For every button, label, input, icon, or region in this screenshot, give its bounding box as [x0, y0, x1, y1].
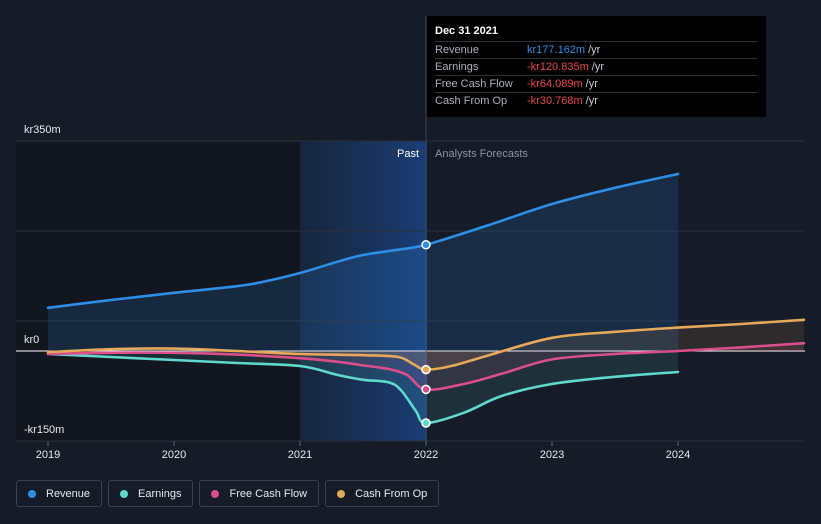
tooltip-row-value: -kr64.089m	[527, 78, 583, 90]
past-highlight-band	[300, 141, 427, 441]
legend-item-free-cash-flow[interactable]: Free Cash Flow	[199, 480, 320, 507]
legend-dot-icon	[211, 489, 220, 498]
y-axis-zero-label: kr0	[24, 334, 39, 346]
tooltip-row-unit: /yr	[585, 78, 598, 90]
revenue-highlight-point	[421, 240, 431, 250]
series-lines	[46, 172, 806, 425]
tooltip-row-name: Cash From Op	[435, 95, 508, 107]
cash-from-op-highlight-point	[421, 364, 431, 375]
legend-dot-icon	[28, 489, 36, 498]
cash-from-op-line	[46, 318, 806, 371]
tooltip-row: Free Cash Flow -kr64.089m/yr	[435, 75, 757, 92]
tooltip-row-name: Earnings	[435, 61, 479, 73]
tooltip-row-value: kr177.162m	[527, 44, 586, 56]
legend-item-cash-from-op[interactable]: Cash From Op	[325, 480, 440, 507]
free-cash-flow-highlight-point	[421, 384, 431, 395]
y-axis-top-label: kr350m	[24, 124, 61, 136]
tooltip-row: Cash From Op -kr30.768m/yr	[435, 92, 757, 109]
revenue-area	[48, 174, 678, 351]
tooltip-row-value: -kr30.768m	[527, 95, 583, 107]
tooltip-row: Revenue kr177.162m/yr	[435, 41, 757, 58]
legend-dot-icon	[337, 489, 346, 498]
tooltip-row-name: Revenue	[435, 44, 480, 56]
free-cash-flow-line	[46, 341, 806, 392]
legend-label: Earnings	[138, 487, 182, 500]
forecast-label: Analysts Forecasts	[435, 148, 528, 160]
legend: Revenue Earnings Free Cash Flow Cash From O…	[16, 480, 440, 507]
legend-label: Free Cash Flow	[229, 487, 308, 500]
legend-dot-icon	[120, 489, 129, 498]
tooltip: Dec 31 2021 Revenue kr177.162m/yr Earnings…	[427, 16, 766, 117]
past-label: Past	[397, 148, 419, 160]
legend-label: Cash From Op	[355, 487, 428, 500]
x-tick-label-2023: 2023	[540, 449, 564, 461]
tooltip-row-unit: /yr	[588, 44, 601, 56]
x-tick-label-2022: 2022	[414, 449, 438, 461]
tooltip-row-value: -kr120.835m	[527, 61, 589, 73]
revenue-line	[46, 172, 680, 310]
x-tick-label-2024: 2024	[666, 449, 690, 461]
earnings-highlight-point	[421, 418, 431, 428]
x-tick-label-2019: 2019	[36, 449, 60, 461]
tooltip-row-name: Free Cash Flow	[435, 78, 513, 90]
x-tick-label-2020: 2020	[162, 449, 186, 461]
earnings-line	[46, 352, 680, 425]
tooltip-row-unit: /yr	[591, 61, 604, 73]
legend-item-revenue[interactable]: Revenue	[16, 480, 103, 507]
highlight-markers	[421, 240, 431, 428]
legend-item-earnings[interactable]: Earnings	[108, 480, 194, 507]
tooltip-row: Earnings -kr120.835m/yr	[435, 58, 757, 75]
plot-background-past-dark	[16, 141, 300, 441]
tooltip-rows: Revenue kr177.162m/yr Earnings -kr120.835m /…	[435, 41, 757, 109]
legend-label: Revenue	[46, 487, 91, 500]
x-tick-label-2021: 2021	[288, 449, 312, 461]
tooltip-row-unit: /yr	[585, 95, 598, 107]
y-axis-bottom-label: -kr150m	[24, 424, 64, 436]
x-axis-ticks: 2019 2020 2021 2022 2023 2024	[36, 441, 690, 461]
tooltip-date: Dec 31 2021	[435, 25, 498, 37]
